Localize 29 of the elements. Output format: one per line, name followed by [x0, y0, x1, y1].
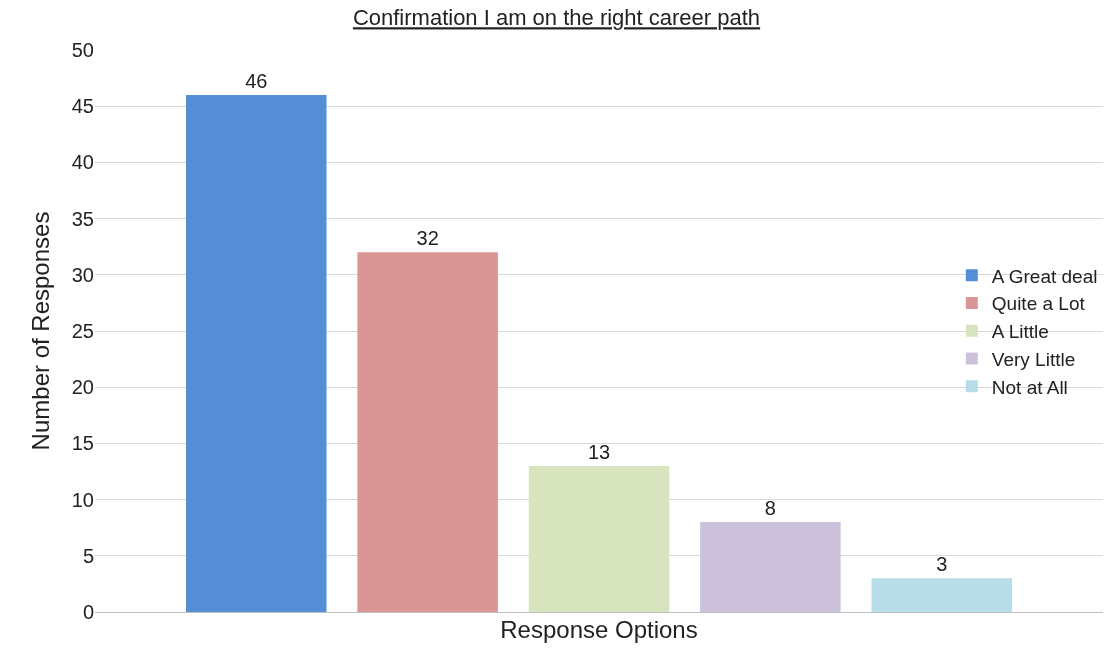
bar — [357, 252, 498, 612]
data-label: 32 — [416, 227, 439, 250]
data-label: 13 — [587, 440, 611, 463]
legend-label: Very Little — [991, 348, 1076, 370]
y-axis-title: Number of Responses — [26, 211, 54, 451]
y-tick-label: 30 — [71, 263, 94, 286]
y-tick-label: 5 — [82, 544, 94, 567]
x-axis-title: Response Options — [500, 616, 698, 644]
y-tick-label: 35 — [71, 207, 94, 230]
y-tick-label: 20 — [71, 376, 94, 399]
y-tick-label: 45 — [71, 95, 94, 118]
chart-title: Confirmation I am on the right career path — [352, 5, 761, 31]
bar — [871, 578, 1012, 612]
legend-label: Not at All — [991, 376, 1068, 398]
y-tick-label: 10 — [71, 488, 94, 511]
legend-label: A Little — [991, 321, 1049, 343]
legend-label: A Great deal — [991, 265, 1098, 287]
data-label: 46 — [245, 69, 268, 92]
data-label: 8 — [764, 497, 776, 520]
y-tick-label: 15 — [71, 432, 94, 455]
bar — [528, 465, 670, 612]
bar — [700, 522, 841, 612]
y-tick-label: 50 — [71, 39, 94, 61]
y-tick-label: 40 — [71, 151, 94, 174]
y-tick-label: 0 — [82, 601, 94, 623]
bar — [186, 94, 327, 612]
legend-label: Quite a Lot — [991, 293, 1086, 315]
data-label: 3 — [936, 553, 948, 576]
y-tick-label: 25 — [71, 320, 94, 342]
